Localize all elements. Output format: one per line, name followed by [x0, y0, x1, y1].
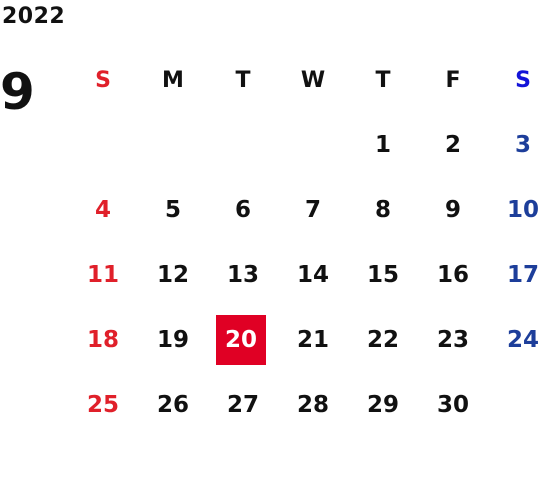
day-cell-30[interactable]: 30	[436, 392, 469, 418]
day-cell-27[interactable]: 27	[226, 392, 259, 418]
day-cell-15[interactable]: 15	[366, 262, 399, 288]
weekday-header-sat: S	[515, 68, 531, 93]
day-cell-8[interactable]: 8	[374, 197, 391, 223]
day-cell-7[interactable]: 7	[304, 197, 321, 223]
month-number: 9	[0, 63, 35, 121]
day-cell-18[interactable]: 18	[86, 327, 119, 353]
weekday-header-mon: M	[162, 68, 184, 93]
day-cell-26[interactable]: 26	[156, 392, 189, 418]
day-cell-6[interactable]: 6	[234, 197, 251, 223]
day-cell-28[interactable]: 28	[296, 392, 329, 418]
day-cell-3[interactable]: 3	[514, 132, 531, 158]
weekday-header-thu: T	[375, 68, 391, 93]
day-cell-11[interactable]: 11	[86, 262, 119, 288]
day-cell-24[interactable]: 24	[506, 327, 539, 353]
day-cell-12[interactable]: 12	[156, 262, 189, 288]
day-cell-16[interactable]: 16	[436, 262, 469, 288]
weekday-header-wed: W	[300, 68, 326, 93]
day-cell-13[interactable]: 13	[226, 262, 259, 288]
day-cell-22[interactable]: 22	[366, 327, 399, 353]
day-cell-21[interactable]: 21	[296, 327, 329, 353]
day-cell-19[interactable]: 19	[156, 327, 189, 353]
year-label: 2022	[2, 4, 66, 29]
weekday-header-fri: F	[445, 68, 461, 93]
day-cell-10[interactable]: 10	[506, 197, 539, 223]
day-cell-17[interactable]: 17	[506, 262, 539, 288]
day-cell-1[interactable]: 1	[374, 132, 391, 158]
weekday-header-tue: T	[235, 68, 251, 93]
highlighted-day-20[interactable]: 20	[216, 315, 266, 365]
day-cell-23[interactable]: 23	[436, 327, 469, 353]
weekday-header-sun: S	[95, 68, 111, 93]
day-cell-25[interactable]: 25	[86, 392, 119, 418]
day-cell-9[interactable]: 9	[444, 197, 461, 223]
day-cell-4[interactable]: 4	[94, 197, 111, 223]
day-cell-5[interactable]: 5	[164, 197, 181, 223]
day-cell-14[interactable]: 14	[296, 262, 329, 288]
calendar-grid: S M T W T F S 1 2 3 4 5 6 7 8 9 10 11 12 13 14 15 16 17 18 19 20 21…	[70, 0, 548, 503]
day-cell-29[interactable]: 29	[366, 392, 399, 418]
day-cell-2[interactable]: 2	[444, 132, 461, 158]
